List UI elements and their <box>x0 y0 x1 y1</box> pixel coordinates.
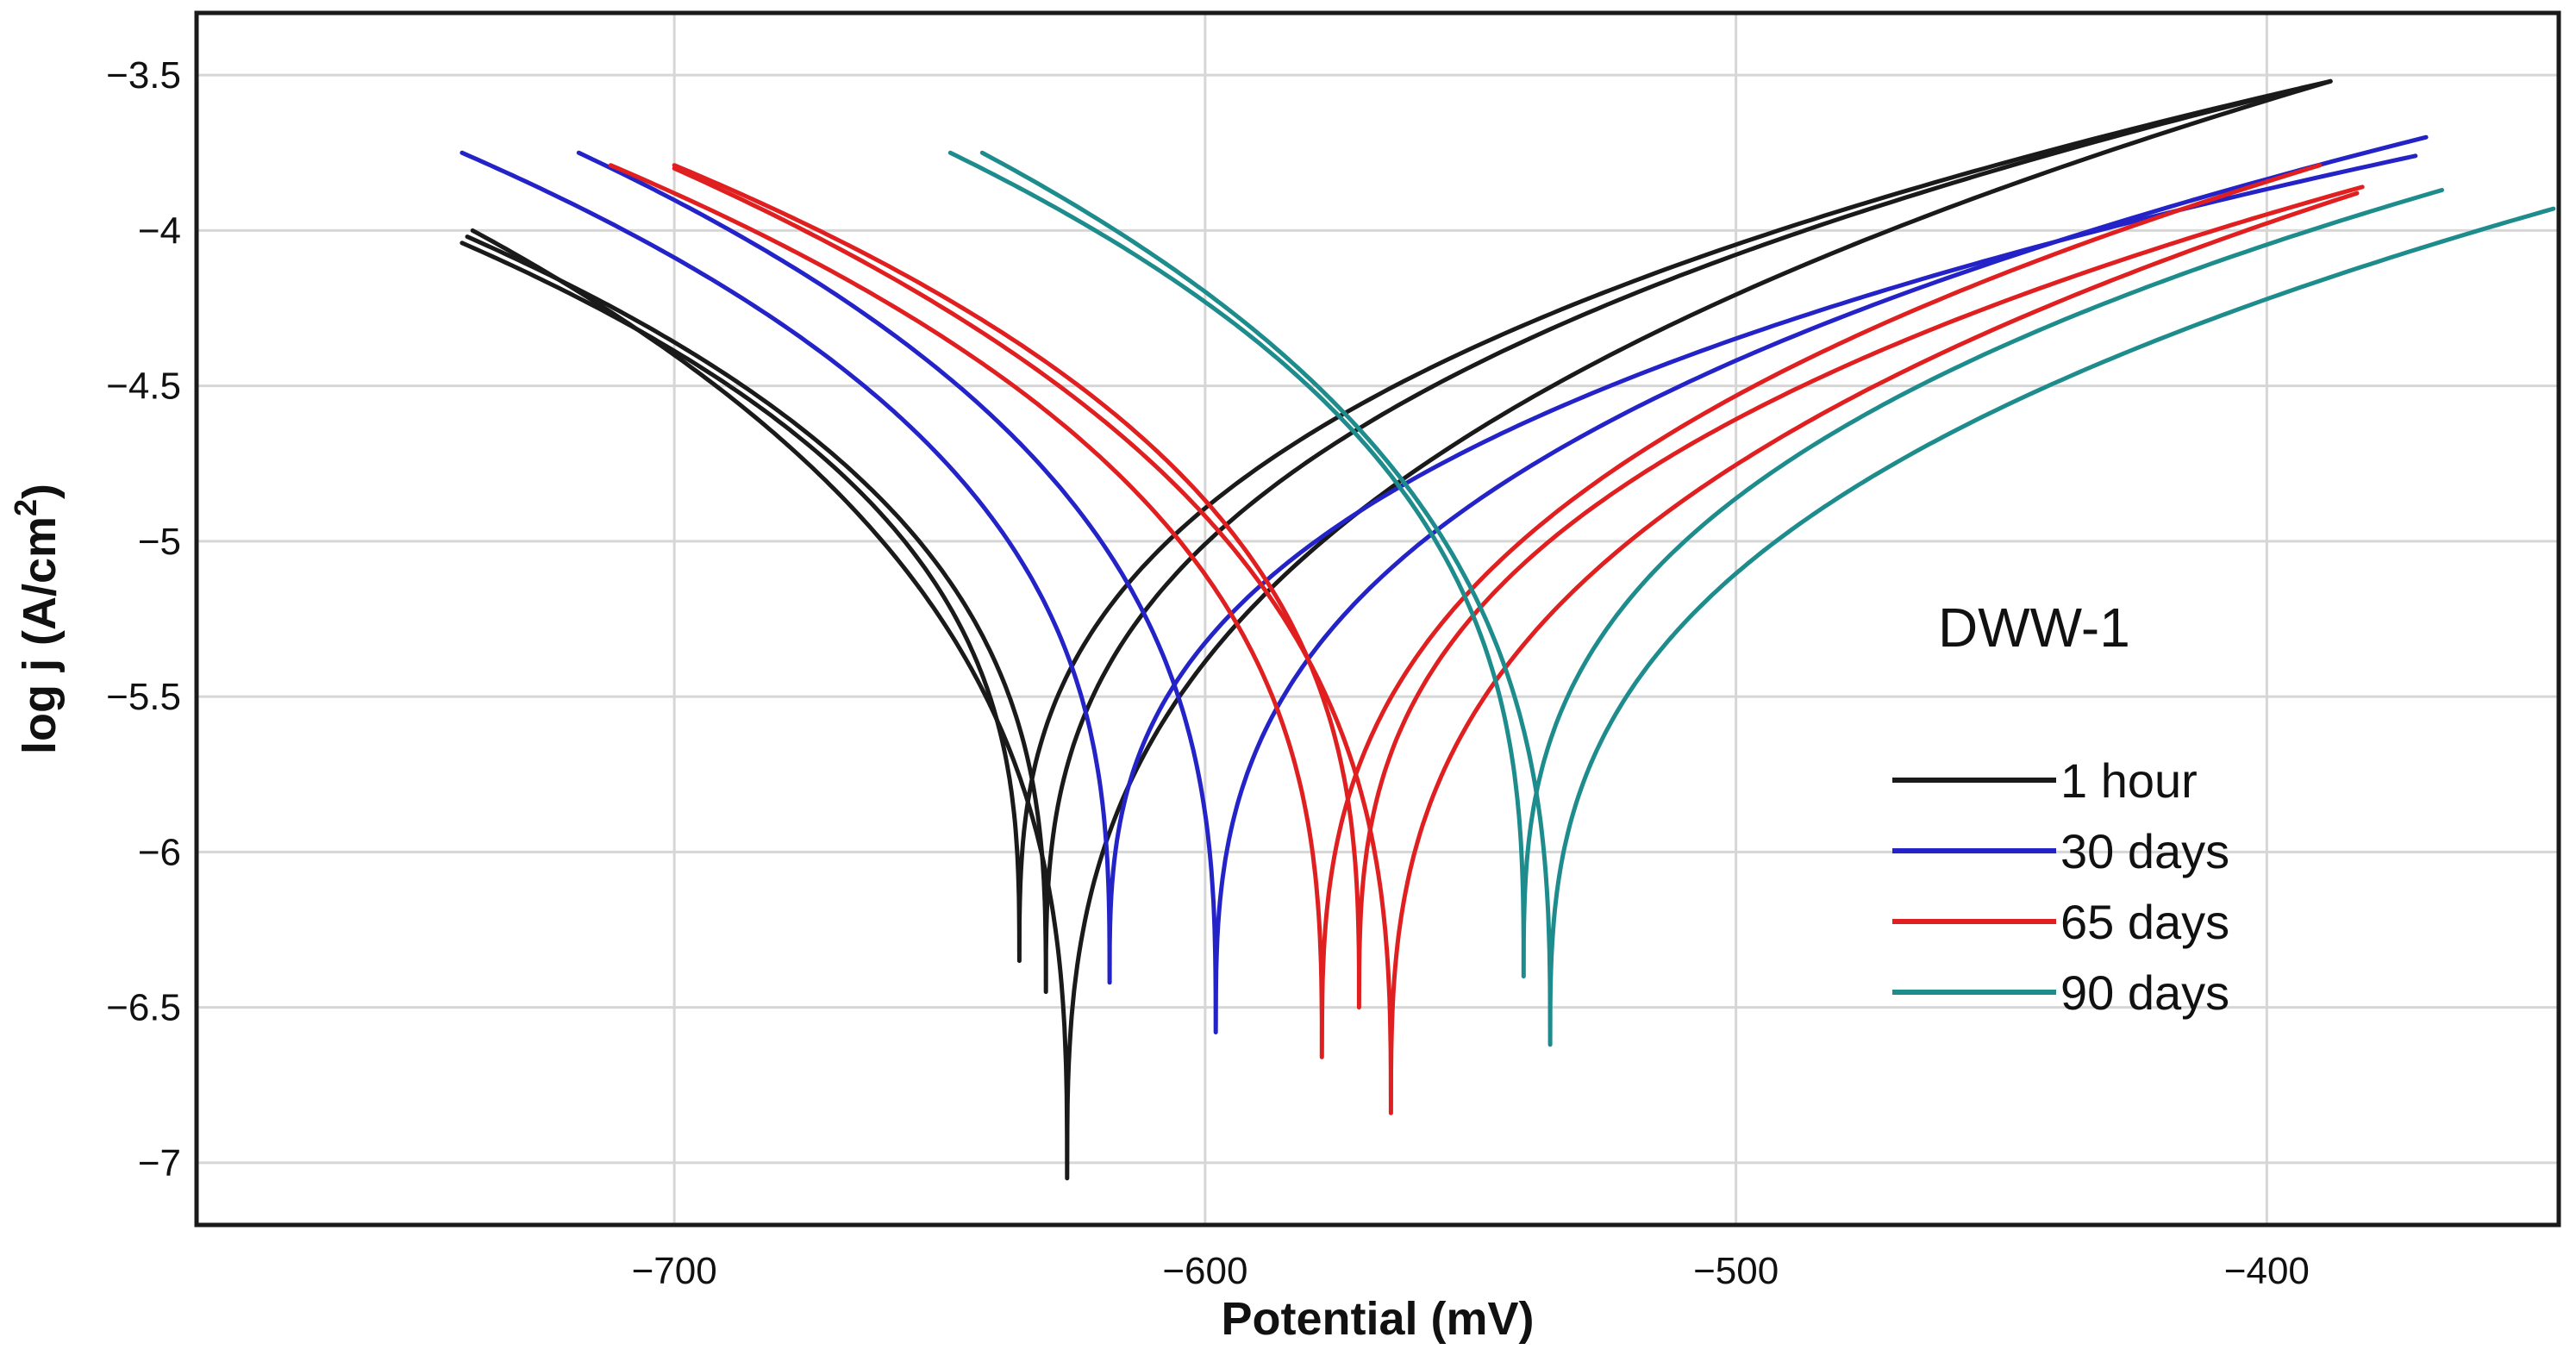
y-tick-label-5: −6 <box>138 831 181 873</box>
y-axis-title-superscript: 2 <box>8 499 43 516</box>
y-axis-title-main: log j (A/cm <box>14 516 66 754</box>
legend-label-3: 90 days <box>2060 965 2229 1020</box>
curve-series-0-1 <box>465 78 2333 995</box>
y-tick-label-0: −3.5 <box>106 54 181 97</box>
y-tick-label-7: −7 <box>138 1142 181 1184</box>
curve-series-2-0 <box>608 163 2323 1059</box>
y-axis-title-close: ) <box>14 484 66 499</box>
y-tick-label-3: −5 <box>138 521 181 563</box>
curve-series-1-1 <box>576 134 2429 1034</box>
y-tick-label-6: −6.5 <box>106 987 181 1029</box>
x-tick-label-3: −400 <box>2224 1250 2310 1292</box>
curve-series-3-0 <box>947 150 2444 979</box>
y-tick-label-2: −4.5 <box>106 365 181 408</box>
y-axis-title: log j (A/cm2) <box>8 484 66 754</box>
x-tick-label-1: −600 <box>1162 1250 1247 1292</box>
legend-label-2: 65 days <box>2060 895 2229 949</box>
y-tick-label-1: −4 <box>138 209 181 252</box>
curves <box>460 78 2556 1181</box>
curve-series-2-1 <box>672 163 2365 1010</box>
curve-series-3-1 <box>979 150 2556 1047</box>
x-axis-title: Potential (mV) <box>1221 1293 1534 1345</box>
y-tick-labels: −3.5 −4 −4.5 −5 −5.5 −6 −6.5 −7 <box>106 54 181 1184</box>
curve-series-0-2 <box>470 78 2333 1181</box>
curve-series-1-0 <box>460 150 2418 985</box>
plot-frame <box>194 10 2561 1228</box>
sample-annotation: DWW-1 <box>1938 597 2130 659</box>
y-tick-label-4: −5.5 <box>106 676 181 718</box>
legend: 1 hour 30 days 65 days 90 days <box>1892 753 2229 1020</box>
x-tick-labels: −700 −600 −500 −400 <box>632 1250 2310 1292</box>
x-tick-label-0: −700 <box>632 1250 717 1292</box>
gridlines <box>197 13 2559 1225</box>
curve-series-2-2 <box>672 166 2360 1115</box>
x-tick-label-2: −500 <box>1693 1250 1779 1292</box>
legend-label-1: 30 days <box>2060 824 2229 878</box>
legend-label-0: 1 hour <box>2060 753 2198 808</box>
curve-series-0-0 <box>460 78 2333 964</box>
